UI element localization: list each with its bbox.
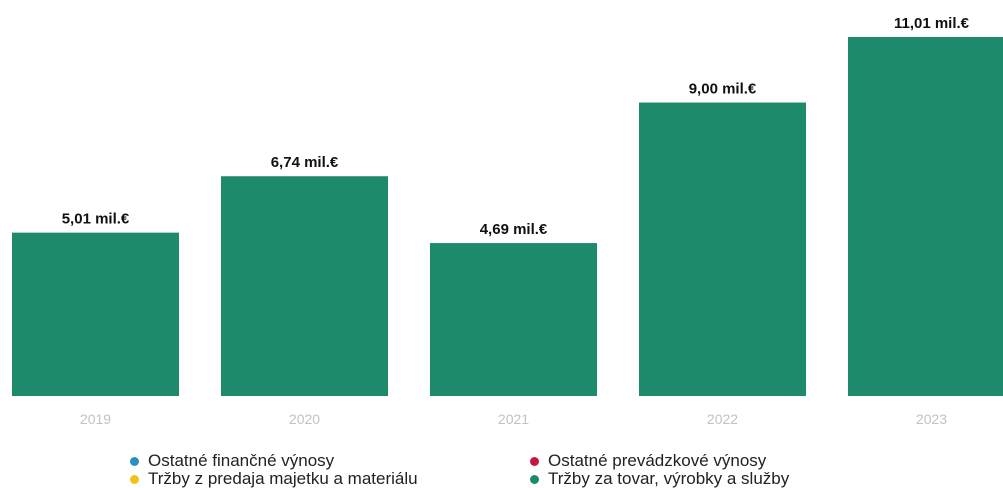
x-tick-label-2020: 2020 <box>289 411 320 427</box>
bars-group <box>12 37 1003 396</box>
legend-dot-icon <box>130 474 139 484</box>
bar-2023 <box>848 37 1003 396</box>
x-axis-ticks: 2019 2020 2021 2022 2023 <box>80 411 947 427</box>
data-label-2023: 11,01 mil.€ <box>894 15 970 32</box>
data-label-2022: 9,00 mil.€ <box>689 81 757 98</box>
bar-2021 <box>430 243 597 396</box>
data-label-2020: 6,74 mil.€ <box>271 154 339 171</box>
legend-dot-icon <box>530 474 539 484</box>
bar-2019 <box>12 232 179 396</box>
x-tick-label-2021: 2021 <box>498 411 529 427</box>
legend-dot-icon <box>130 456 139 466</box>
value-labels-group: 5,01 mil.€ 6,74 mil.€ 4,69 mil.€ 9,00 mil.€… <box>62 15 970 238</box>
data-label-2019: 5,01 mil.€ <box>62 211 130 228</box>
x-tick-label-2019: 2019 <box>80 411 111 427</box>
bar-2022 <box>639 102 806 396</box>
legend-item-ostatne-financne-vynosy: Ostatné finančné výnosy <box>130 452 530 470</box>
bar-2020 <box>221 176 388 396</box>
legend-item-trzby-z-predaja: Tržby z predaja majetku a materiálu <box>130 470 530 488</box>
legend-label: Tržby z predaja majetku a materiálu <box>148 469 418 488</box>
legend-label: Ostatné prevádzkové výnosy <box>548 451 767 470</box>
x-tick-label-2023: 2023 <box>916 411 947 427</box>
legend-dot-icon <box>530 456 539 466</box>
legend-label: Ostatné finančné výnosy <box>148 451 335 470</box>
legend: Ostatné finančné výnosy Ostatné prevádzk… <box>130 452 930 488</box>
legend-item-trzby-za-tovar: Tržby za tovar, výrobky a služby <box>530 470 890 488</box>
x-tick-label-2022: 2022 <box>707 411 738 427</box>
legend-item-ostatne-prevadzkove-vynosy: Ostatné prevádzkové výnosy <box>530 452 890 470</box>
data-label-2021: 4,69 mil.€ <box>480 221 548 238</box>
legend-label: Tržby za tovar, výrobky a služby <box>548 469 790 488</box>
